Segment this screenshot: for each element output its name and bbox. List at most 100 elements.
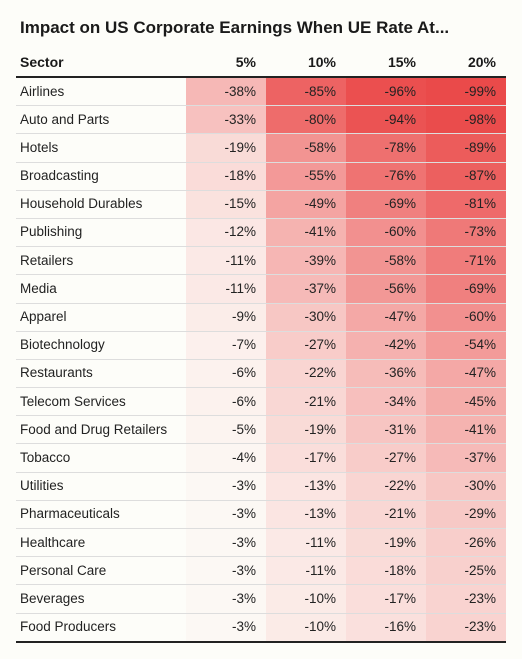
cell-value: -94%	[346, 106, 426, 134]
cell-value: -11%	[186, 247, 266, 275]
cell-sector: Auto and Parts	[16, 106, 186, 134]
cell-value: -4%	[186, 444, 266, 472]
cell-value: -10%	[266, 613, 346, 642]
cell-value: -60%	[346, 218, 426, 246]
cell-value: -22%	[346, 472, 426, 500]
table-row: Pharmaceuticals-3%-13%-21%-29%	[16, 500, 506, 528]
page-title: Impact on US Corporate Earnings When UE …	[20, 18, 506, 38]
table-header-row: Sector 5% 10% 15% 20%	[16, 48, 506, 77]
cell-value: -11%	[266, 557, 346, 585]
cell-value: -3%	[186, 500, 266, 528]
cell-value: -56%	[346, 275, 426, 303]
table-row: Personal Care-3%-11%-18%-25%	[16, 557, 506, 585]
cell-value: -19%	[346, 529, 426, 557]
cell-sector: Tobacco	[16, 444, 186, 472]
table-row: Airlines-38%-85%-96%-99%	[16, 77, 506, 106]
col-5pct: 5%	[186, 48, 266, 77]
cell-value: -30%	[266, 303, 346, 331]
cell-value: -22%	[266, 359, 346, 387]
cell-value: -31%	[346, 416, 426, 444]
cell-value: -69%	[346, 190, 426, 218]
cell-value: -16%	[346, 613, 426, 642]
cell-sector: Personal Care	[16, 557, 186, 585]
cell-value: -27%	[346, 444, 426, 472]
cell-value: -23%	[426, 585, 506, 613]
cell-value: -19%	[186, 134, 266, 162]
table-row: Beverages-3%-10%-17%-23%	[16, 585, 506, 613]
col-15pct: 15%	[346, 48, 426, 77]
cell-value: -17%	[266, 444, 346, 472]
cell-value: -23%	[426, 613, 506, 642]
cell-sector: Publishing	[16, 218, 186, 246]
cell-value: -54%	[426, 331, 506, 359]
cell-value: -47%	[346, 303, 426, 331]
cell-sector: Apparel	[16, 303, 186, 331]
cell-value: -6%	[186, 388, 266, 416]
cell-value: -60%	[426, 303, 506, 331]
cell-value: -89%	[426, 134, 506, 162]
table-row: Biotechnology-7%-27%-42%-54%	[16, 331, 506, 359]
cell-value: -13%	[266, 472, 346, 500]
cell-value: -3%	[186, 613, 266, 642]
table-row: Auto and Parts-33%-80%-94%-98%	[16, 106, 506, 134]
col-10pct: 10%	[266, 48, 346, 77]
cell-value: -41%	[426, 416, 506, 444]
cell-value: -7%	[186, 331, 266, 359]
cell-sector: Broadcasting	[16, 162, 186, 190]
cell-value: -26%	[426, 529, 506, 557]
table-row: Broadcasting-18%-55%-76%-87%	[16, 162, 506, 190]
cell-sector: Telecom Services	[16, 388, 186, 416]
table-row: Media-11%-37%-56%-69%	[16, 275, 506, 303]
cell-value: -27%	[266, 331, 346, 359]
cell-value: -81%	[426, 190, 506, 218]
col-20pct: 20%	[426, 48, 506, 77]
cell-value: -39%	[266, 247, 346, 275]
table-row: Utilities-3%-13%-22%-30%	[16, 472, 506, 500]
cell-value: -80%	[266, 106, 346, 134]
cell-value: -5%	[186, 416, 266, 444]
cell-sector: Household Durables	[16, 190, 186, 218]
cell-value: -87%	[426, 162, 506, 190]
cell-value: -98%	[426, 106, 506, 134]
cell-value: -6%	[186, 359, 266, 387]
col-sector: Sector	[16, 48, 186, 77]
cell-value: -11%	[186, 275, 266, 303]
cell-value: -3%	[186, 557, 266, 585]
cell-value: -10%	[266, 585, 346, 613]
cell-value: -85%	[266, 77, 346, 106]
cell-value: -78%	[346, 134, 426, 162]
earnings-table: Sector 5% 10% 15% 20% Airlines-38%-85%-9…	[16, 48, 506, 643]
cell-sector: Healthcare	[16, 529, 186, 557]
cell-value: -42%	[346, 331, 426, 359]
cell-value: -18%	[186, 162, 266, 190]
cell-value: -3%	[186, 585, 266, 613]
table-row: Retailers-11%-39%-58%-71%	[16, 247, 506, 275]
cell-value: -15%	[186, 190, 266, 218]
cell-value: -49%	[266, 190, 346, 218]
table-row: Apparel-9%-30%-47%-60%	[16, 303, 506, 331]
table-row: Tobacco-4%-17%-27%-37%	[16, 444, 506, 472]
cell-value: -41%	[266, 218, 346, 246]
cell-value: -37%	[426, 444, 506, 472]
table-row: Household Durables-15%-49%-69%-81%	[16, 190, 506, 218]
cell-value: -76%	[346, 162, 426, 190]
cell-value: -37%	[266, 275, 346, 303]
cell-value: -17%	[346, 585, 426, 613]
cell-value: -71%	[426, 247, 506, 275]
cell-value: -12%	[186, 218, 266, 246]
cell-sector: Media	[16, 275, 186, 303]
cell-value: -73%	[426, 218, 506, 246]
cell-value: -25%	[426, 557, 506, 585]
cell-value: -3%	[186, 472, 266, 500]
cell-value: -21%	[266, 388, 346, 416]
cell-value: -9%	[186, 303, 266, 331]
cell-value: -36%	[346, 359, 426, 387]
cell-value: -69%	[426, 275, 506, 303]
cell-value: -13%	[266, 500, 346, 528]
table-row: Healthcare-3%-11%-19%-26%	[16, 529, 506, 557]
cell-value: -34%	[346, 388, 426, 416]
cell-sector: Utilities	[16, 472, 186, 500]
cell-value: -11%	[266, 529, 346, 557]
cell-value: -3%	[186, 529, 266, 557]
table-row: Food Producers-3%-10%-16%-23%	[16, 613, 506, 642]
